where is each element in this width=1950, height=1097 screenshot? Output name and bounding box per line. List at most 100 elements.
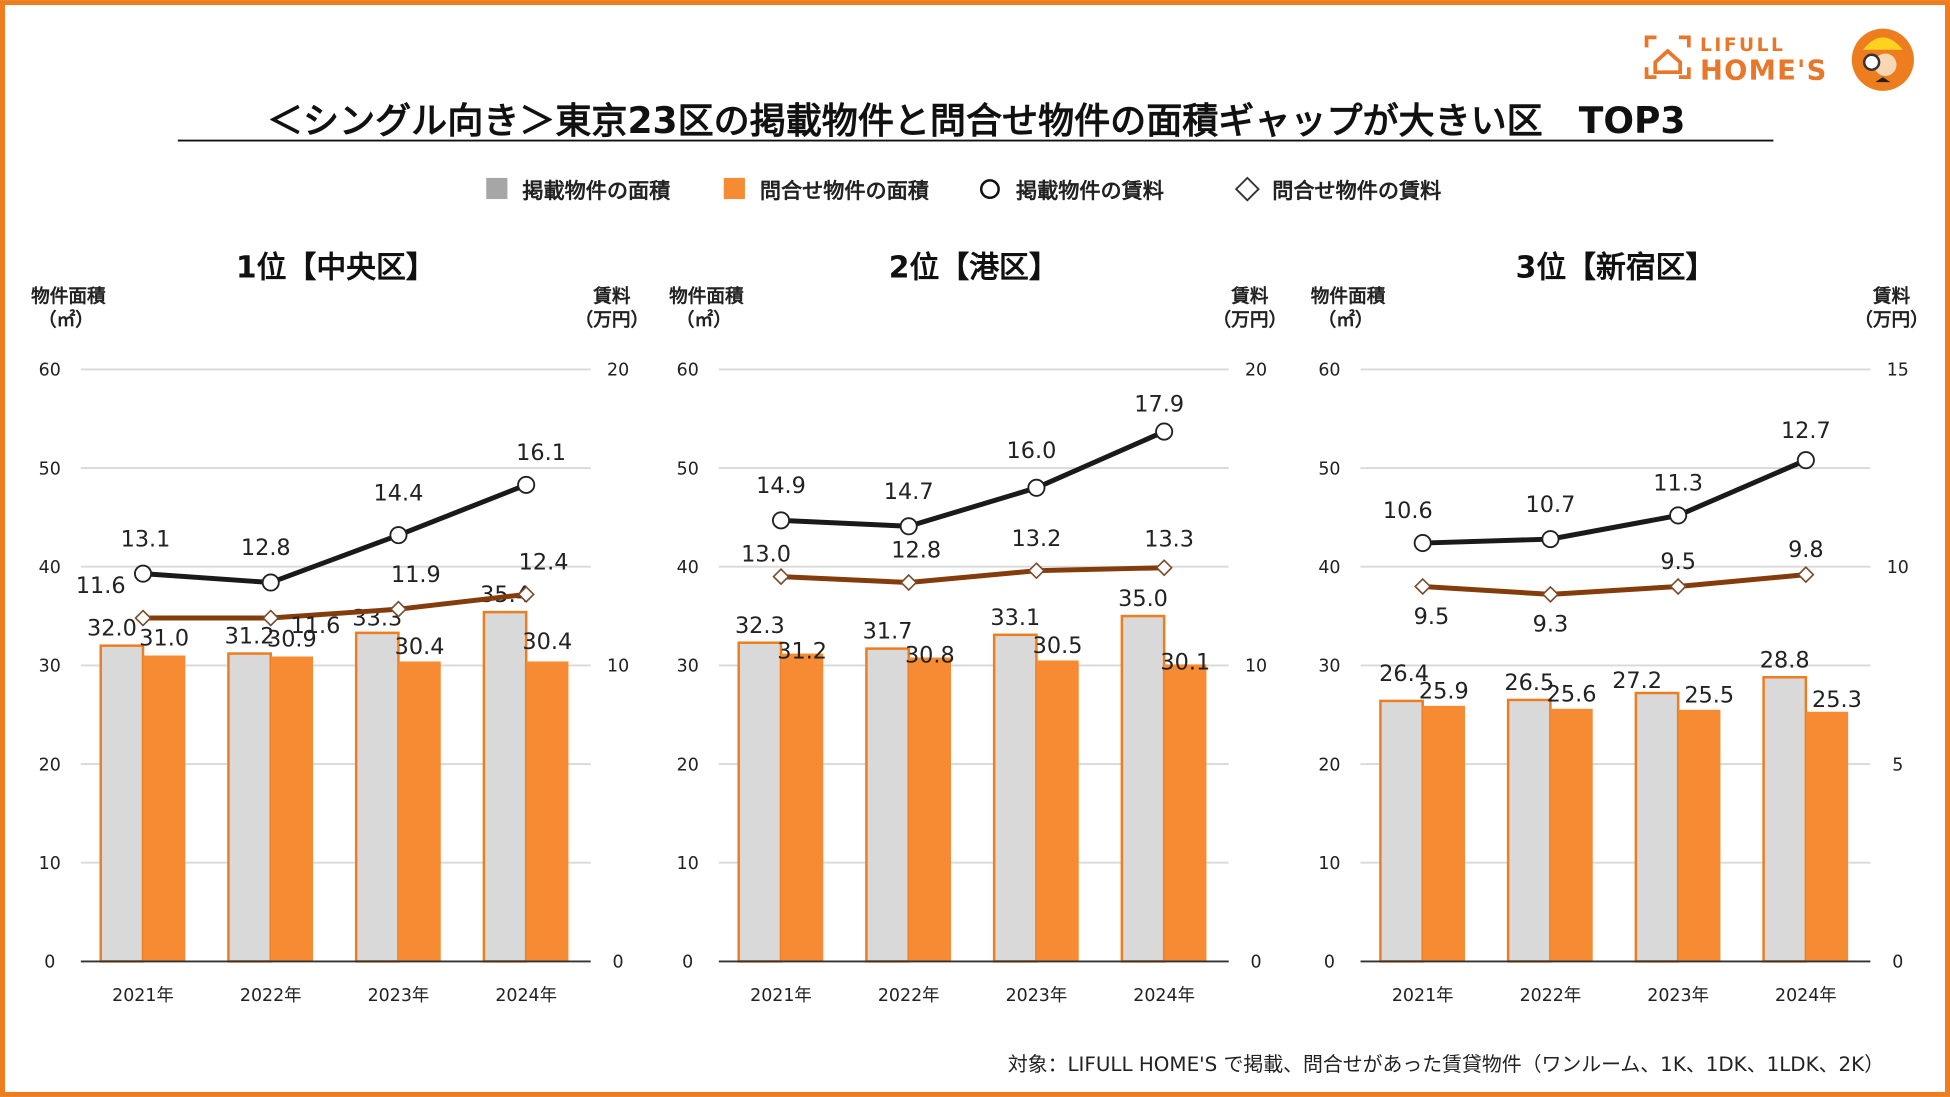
data-label: 27.2 [1612, 668, 1662, 694]
y-tick-left: 30 [1318, 657, 1340, 677]
y-tick-left: 20 [39, 755, 61, 775]
footnote: 対象：LIFULL HOME'S で掲載、問合せがあった賃貸物件（ワンルーム、1… [1008, 1053, 1884, 1076]
data-label: 25.3 [1812, 687, 1862, 713]
data-label: 26.5 [1504, 670, 1554, 696]
data-label: 28.8 [1760, 647, 1810, 673]
bar-inquiry-area [1036, 660, 1079, 962]
bar-listed-area [482, 610, 528, 963]
bar-listed-area [1120, 614, 1166, 963]
bar-listed-area [99, 644, 145, 963]
line-inquiry-rent [1422, 572, 1807, 597]
y-axis-left-label: 物件面積 [31, 285, 106, 307]
y-tick-right: 20 [607, 361, 629, 381]
bar-listed-area [1762, 675, 1808, 963]
bar-listed-area [865, 647, 910, 963]
marker-diamond [1027, 562, 1046, 580]
y-tick-left: 20 [1318, 755, 1340, 775]
data-label: 30.4 [395, 634, 445, 660]
bar-inquiry-area [1422, 705, 1465, 962]
line-inquiry-rent [780, 565, 1165, 586]
marker-diamond [1797, 566, 1815, 584]
y-tick-right: 20 [1245, 361, 1267, 381]
bar-inquiry-area [398, 661, 441, 962]
y-tick-left: 30 [677, 657, 699, 677]
y-tick-right: 10 [1245, 657, 1267, 677]
mascot-icon [1851, 28, 1914, 91]
marker-diamond [772, 568, 790, 586]
data-label: 13.3 [1144, 527, 1194, 553]
data-label: 14.7 [884, 479, 934, 505]
x-tick: 2024年 [1775, 986, 1837, 1006]
data-label: 12.7 [1781, 418, 1831, 444]
bar-inquiry-area [908, 657, 951, 962]
y-tick-right: 5 [1892, 755, 1903, 775]
data-label: 13.1 [121, 526, 171, 552]
x-tick: 2023年 [1647, 986, 1709, 1006]
data-label: 16.1 [516, 440, 566, 466]
data-label: 11.6 [291, 613, 341, 639]
data-label: 13.0 [741, 542, 791, 568]
y-tick-left: 40 [1318, 558, 1340, 578]
data-label: 9.8 [1788, 537, 1824, 563]
x-tick: 2021年 [1392, 986, 1454, 1006]
bar-listed-area [1506, 698, 1552, 963]
marker-circle [1541, 530, 1560, 549]
y-tick-left: 40 [39, 558, 61, 578]
y-axis-right-label: 賃料 [1872, 285, 1911, 307]
x-tick: 2022年 [240, 986, 302, 1006]
data-label: 17.9 [1134, 392, 1184, 418]
data-label: 12.8 [891, 538, 941, 564]
data-label: 25.5 [1684, 682, 1734, 708]
x-tick: 2021年 [750, 986, 812, 1006]
data-label: 31.2 [777, 639, 827, 665]
chart-1: 1位【中央区】物件面積（㎡） 賃料（万円） 0 10 20 30 40 50 60 0 10 20 20… [31, 250, 649, 1006]
logo: LIFULL HOME'S [1644, 28, 1914, 91]
bar-inquiry-area [526, 661, 569, 962]
marker-diamond [134, 609, 152, 627]
data-label: 30.8 [905, 642, 955, 668]
y-axis-right-label: 賃料 [592, 285, 631, 307]
data-label: 13.2 [1012, 526, 1062, 552]
legend-marker-listed-area [486, 177, 508, 200]
data-label: 31.2 [225, 624, 275, 650]
y-tick-left: 10 [39, 854, 61, 874]
data-label: 26.4 [1379, 661, 1429, 687]
y-tick-left: 50 [677, 459, 699, 479]
marker-diamond [262, 609, 280, 627]
house-icon [1644, 35, 1691, 80]
data-label: 31.0 [139, 626, 189, 652]
bar-listed-area [227, 652, 272, 963]
data-label: 9.5 [1660, 549, 1696, 575]
y-tick-left: 60 [39, 361, 61, 381]
marker-circle [1413, 534, 1432, 553]
line-listed-rent [780, 429, 1166, 529]
x-tick: 2024年 [495, 986, 557, 1006]
page-title: ＜シングル向き＞東京23区の掲載物件と問合せ物件の面積ギャップが大きい区 TOP… [267, 100, 1686, 142]
y-axis-left-label: 物件面積 [1311, 285, 1386, 307]
bar-inquiry-area [780, 653, 824, 962]
data-label: 32.0 [87, 616, 137, 642]
bar-inquiry-area [1678, 709, 1721, 962]
y-tick-left: 0 [682, 953, 693, 973]
legend-label: 掲載物件の賃料 [1016, 178, 1164, 203]
legend-label: 掲載物件の面積 [522, 178, 671, 203]
y-tick-right: 10 [607, 657, 629, 677]
chart-2: 2位【港区】物件面積（㎡） 賃料（万円） 0 10 20 30 40 50 60 0 10 20 202… [669, 250, 1287, 1006]
data-label: 12.4 [519, 549, 569, 575]
legend-marker-inquiry-rent [1234, 176, 1260, 202]
y-axis-right-unit: （万円） [575, 309, 650, 331]
legend-label: 問合せ物件の賃料 [1272, 178, 1441, 203]
y-axis-left-unit: （㎡） [676, 309, 732, 331]
bar-listed-area [1634, 691, 1680, 963]
data-label: 14.9 [756, 473, 806, 499]
x-tick: 2024年 [1133, 986, 1195, 1006]
marker-diamond [900, 573, 918, 592]
legend-marker-listed-rent [979, 179, 1000, 200]
data-label: 33.1 [990, 605, 1040, 631]
marker-circle [1669, 506, 1688, 525]
marker-circle [771, 511, 791, 530]
marker-circle [899, 517, 918, 536]
y-axis-left-label: 物件面積 [669, 285, 744, 307]
bar-inquiry-area [143, 655, 186, 962]
